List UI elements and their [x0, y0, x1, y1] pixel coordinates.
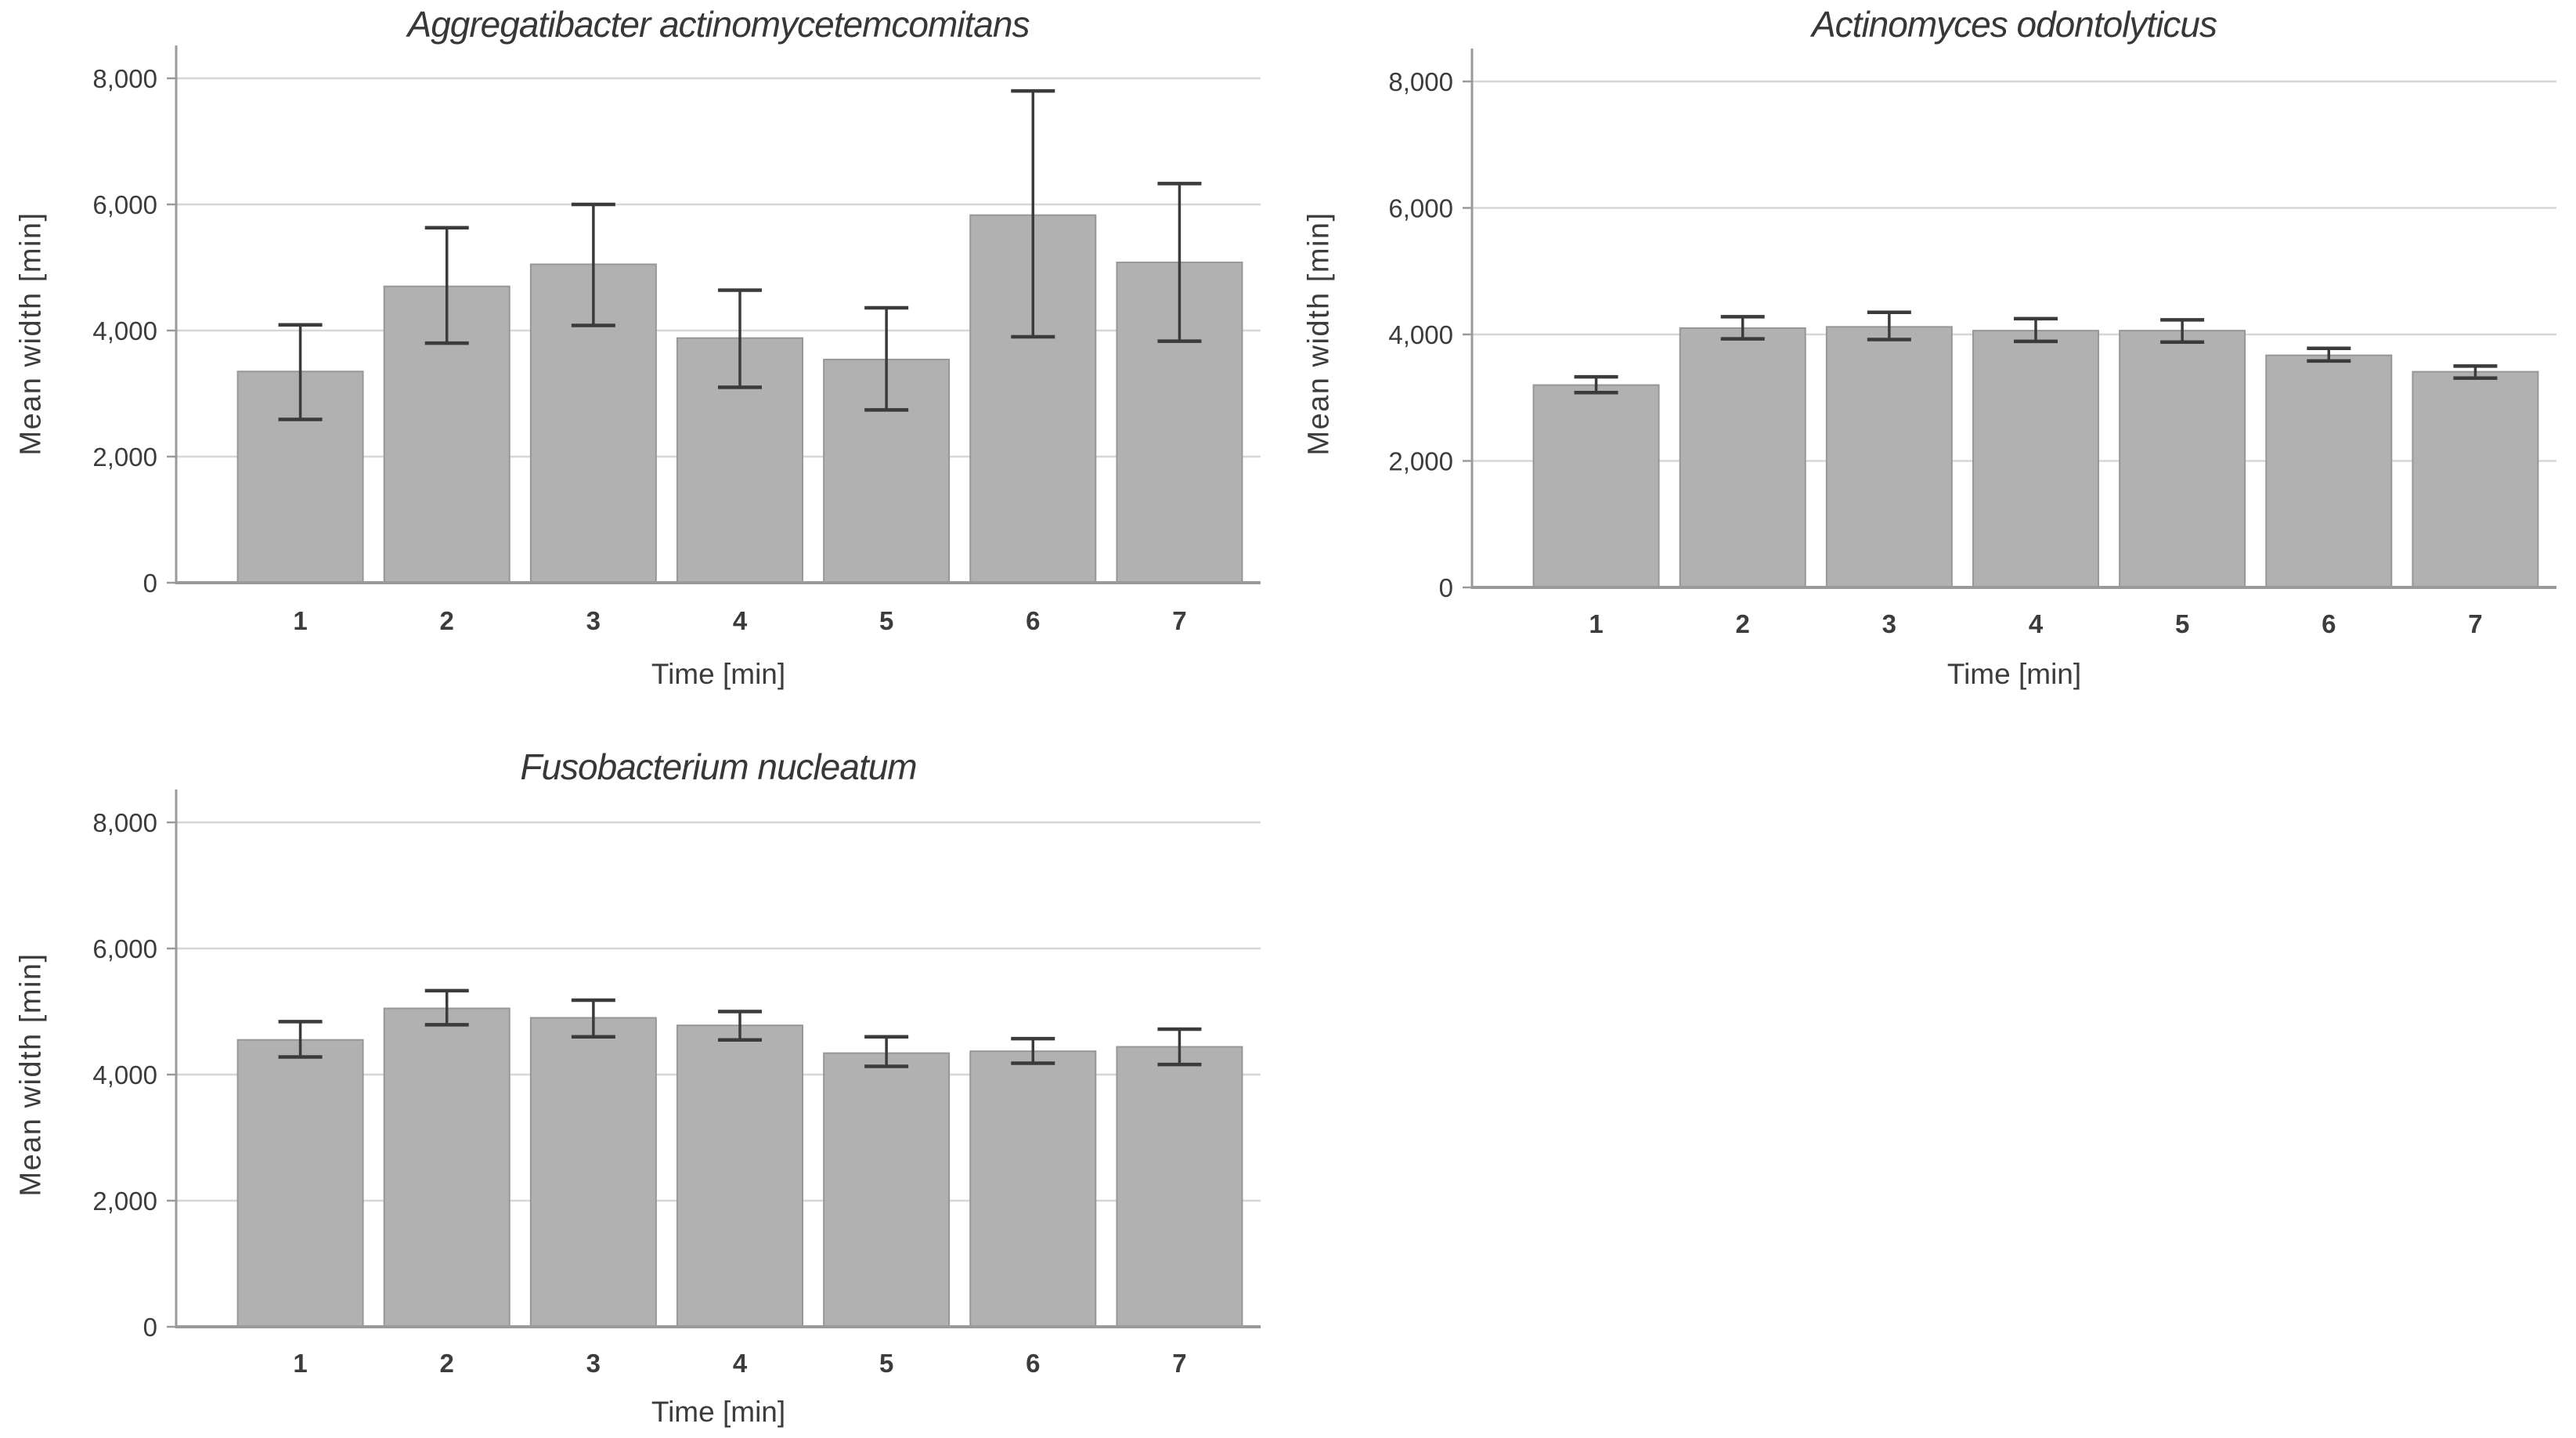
- x-tick-label: 7: [2468, 609, 2482, 638]
- x-tick-label: 1: [293, 1349, 307, 1378]
- bar: [1825, 326, 1953, 588]
- y-tick-label: 6,000: [92, 190, 157, 219]
- chart-title: Aggregatibacter actinomycetemcomitans: [407, 4, 1030, 45]
- plot-area: 1 2 3 4 5 6 7 0 2,000 4,000 6,000 8,000: [1388, 49, 2556, 638]
- y-tick-label: 0: [143, 1313, 157, 1342]
- bar: [823, 1052, 951, 1328]
- x-tick-label: 2: [440, 1349, 454, 1378]
- y-tick-label: 0: [143, 569, 157, 598]
- chart-title: Fusobacterium nucleatum: [520, 746, 917, 787]
- x-tick-label: 3: [1882, 609, 1896, 638]
- bar: [1972, 330, 2100, 588]
- x-tick-label: 1: [1589, 609, 1603, 638]
- bar: [1679, 327, 1806, 588]
- y-tick-label: 2,000: [92, 443, 157, 472]
- bar: [2412, 370, 2539, 588]
- chart-title: Actinomyces odontolyticus: [1811, 4, 2217, 45]
- bar: [969, 1050, 1097, 1328]
- x-tick-label: 7: [1172, 606, 1186, 635]
- x-tick-label: 6: [2322, 609, 2336, 638]
- bar: [2265, 354, 2393, 588]
- chart-actinomyces-odontolyticus: Actinomyces odontolyticus Mean width [mi…: [1288, 0, 2576, 705]
- plot-area: 1 2 3 4 5 6 7 0 2,000 4,000 6,000 8,000: [92, 789, 1261, 1378]
- y-tick-label: 4,000: [92, 1060, 157, 1089]
- bar: [2119, 330, 2246, 588]
- x-tick-label: 1: [293, 606, 307, 635]
- y-tick-label: 2,000: [1388, 447, 1453, 476]
- y-tick-label: 8,000: [1388, 67, 1453, 96]
- chart-aggregatibacter-actinomycetemcomitans: Aggregatibacter actinomycetemcomitans Me…: [0, 0, 1288, 705]
- bar: [1116, 1046, 1243, 1328]
- x-tick-label: 5: [879, 606, 893, 635]
- y-tick-label: 6,000: [92, 934, 157, 963]
- y-tick-label: 4,000: [92, 316, 157, 345]
- y-tick-label: 2,000: [92, 1187, 157, 1216]
- y-tick-label: 0: [1439, 573, 1453, 602]
- bar: [236, 1039, 364, 1328]
- x-tick-label: 4: [2029, 609, 2044, 638]
- x-axis-title: Time [min]: [1946, 658, 2082, 690]
- bar: [1532, 384, 1660, 588]
- x-tick-label: 7: [1172, 1349, 1186, 1378]
- bar: [529, 1017, 657, 1328]
- x-tick-label: 6: [1026, 606, 1040, 635]
- x-axis-title: Time [min]: [651, 658, 786, 690]
- y-tick-label: 6,000: [1388, 194, 1453, 223]
- x-tick-label: 2: [440, 606, 454, 635]
- x-tick-label: 5: [2175, 609, 2189, 638]
- x-tick-label: 4: [733, 606, 748, 635]
- y-tick-label: 8,000: [92, 808, 157, 837]
- x-tick-label: 3: [586, 606, 601, 635]
- x-tick-label: 5: [879, 1349, 893, 1378]
- plot-area: 1 2 3 4 5 6 7 0 2,000 4,000 6,000 8,000: [92, 45, 1261, 635]
- bar: [676, 1024, 804, 1328]
- x-tick-label: 3: [586, 1349, 601, 1378]
- bar: [383, 1007, 511, 1328]
- x-tick-label: 6: [1026, 1349, 1040, 1378]
- chart-fusobacterium-nucleatum: Fusobacterium nucleatum Mean width [min]…: [0, 705, 1288, 1438]
- y-tick-label: 4,000: [1388, 320, 1453, 349]
- x-tick-label: 4: [733, 1349, 748, 1378]
- x-tick-label: 2: [1736, 609, 1750, 638]
- y-tick-label: 8,000: [92, 64, 157, 93]
- x-axis-title: Time [min]: [651, 1396, 786, 1428]
